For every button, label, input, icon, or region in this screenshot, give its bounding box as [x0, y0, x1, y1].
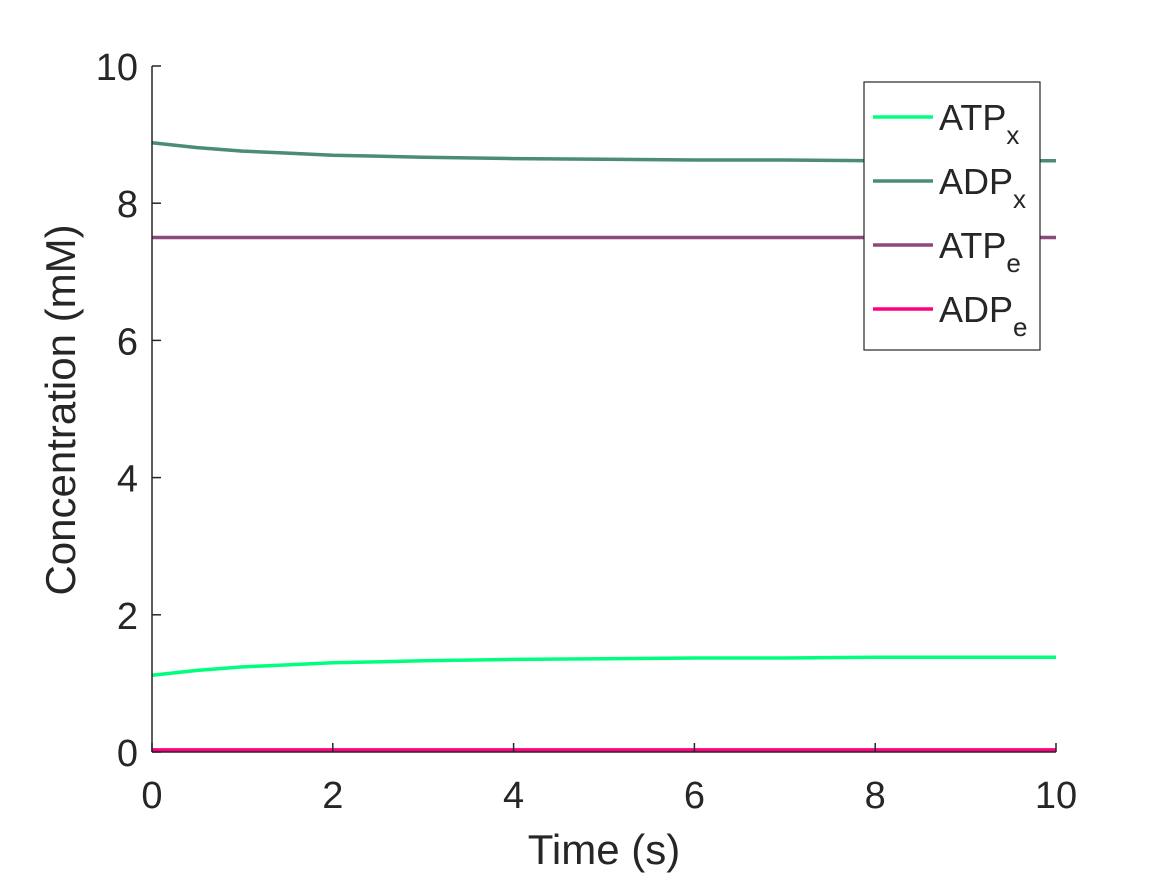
- legend-entry-atp-x: ATPx: [939, 97, 1019, 150]
- y-tick-label: 6: [117, 321, 138, 363]
- legend-subscript: x: [1013, 184, 1026, 214]
- legend-entry-adp-x: ADPx: [939, 161, 1026, 214]
- legend-label: ADP: [939, 161, 1013, 202]
- legend-entry-atp-e: ATPe: [939, 225, 1021, 278]
- legend-subscript: x: [1006, 120, 1019, 150]
- x-tick-label: 2: [322, 775, 343, 817]
- x-axis-label: Time (s): [528, 826, 680, 873]
- y-tick-label: 2: [117, 596, 138, 638]
- legend-label: ATP: [939, 97, 1006, 138]
- axes: [151, 65, 1057, 753]
- series-line-atp-x: [151, 655, 1056, 677]
- legend-entry-adp-e: ADPe: [939, 289, 1028, 342]
- tick-labels: 0 2 4 6 8 10 0 2 4 6 8 10: [96, 47, 1077, 817]
- legend-subscript: e: [1006, 248, 1020, 278]
- x-tick-label: 0: [141, 775, 162, 817]
- legend-subscript: e: [1013, 312, 1027, 342]
- y-tick-label: 8: [117, 184, 138, 226]
- x-tick-label: 8: [865, 775, 886, 817]
- legend-label: ATP: [939, 225, 1006, 266]
- x-tick-label: 6: [684, 775, 705, 817]
- x-tick-label: 10: [1035, 775, 1077, 817]
- legend-label: ADP: [939, 289, 1013, 330]
- y-axis-label: Concentration (mM): [37, 224, 84, 595]
- y-tick-label: 4: [117, 459, 138, 501]
- y-tick-label: 0: [117, 733, 138, 775]
- y-tick-label: 10: [96, 47, 138, 89]
- x-tick-label: 4: [503, 775, 524, 817]
- legend-box: [863, 81, 1041, 351]
